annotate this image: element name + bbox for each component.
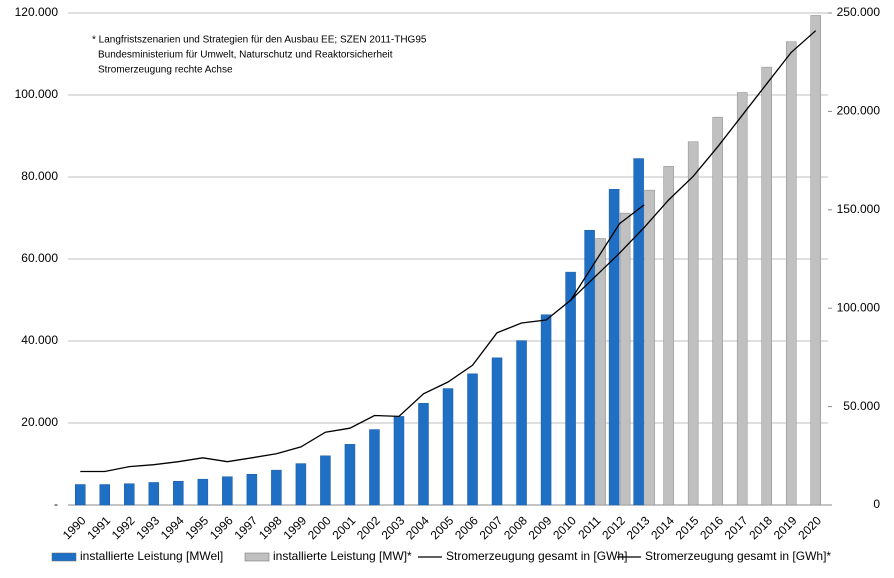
- x-tick-label: 2006: [452, 513, 481, 542]
- bar: [810, 15, 821, 506]
- bar: [222, 476, 233, 506]
- x-tick-label: 2010: [550, 513, 579, 542]
- bar: [584, 230, 595, 506]
- y2-tick-label: 200.000: [837, 104, 881, 118]
- x-tick-label: 2014: [648, 513, 677, 542]
- bar: [344, 444, 356, 506]
- x-tick-label: 1994: [158, 513, 187, 542]
- x-tick-label: 1996: [207, 513, 236, 542]
- annotation: * Langfristszenarien und Strategien für …: [92, 35, 427, 76]
- x-tick-label: 1991: [84, 513, 113, 542]
- bar: [393, 416, 405, 506]
- x-tick-label: 2005: [428, 513, 457, 542]
- bar: [467, 373, 478, 506]
- x-tick-label: 1999: [280, 513, 309, 542]
- annotation-line: Bundesministerium für Umwelt, Naturschut…: [98, 50, 393, 61]
- bar: [595, 238, 606, 506]
- bar: [516, 340, 527, 506]
- y-tick-label: 60.000: [21, 251, 58, 265]
- legend-label: installierte Leistung [MWel]: [80, 549, 223, 563]
- x-tick-label: 2011: [575, 513, 603, 541]
- legend-label: installierte Leistung [MW]*: [273, 549, 412, 563]
- x-tick-label: 1993: [133, 513, 162, 542]
- line: [570, 30, 817, 301]
- legend-label: Stromerzeugung gesamt in [GWh]*: [645, 549, 831, 563]
- bar: [320, 455, 331, 506]
- bar: [619, 212, 631, 506]
- bar: [246, 474, 258, 506]
- bar: [644, 189, 655, 506]
- legend-swatch: [51, 552, 77, 562]
- y2-tick-label: 100.000: [837, 300, 881, 314]
- x-tick-label: 2017: [722, 513, 751, 542]
- x-tick-label: 1995: [182, 513, 211, 542]
- x-tick-label: 2019: [771, 513, 800, 542]
- bar: [369, 429, 380, 506]
- y2-tick-label: 50.000: [843, 399, 880, 413]
- y2-tick-label: 250.000: [837, 5, 881, 19]
- bar: [687, 141, 699, 506]
- bar: [271, 469, 282, 506]
- bar: [565, 271, 576, 506]
- annotation-line: * Langfristszenarien und Strategien für …: [92, 35, 427, 46]
- bar: [124, 483, 135, 506]
- x-tick-label: 2013: [624, 513, 653, 542]
- y-tick-label: -: [54, 497, 58, 511]
- bar: [633, 158, 644, 506]
- bar: [148, 482, 160, 506]
- bar: [540, 314, 552, 506]
- x-tick-label: 1997: [231, 513, 260, 542]
- y-tick-label: 20.000: [21, 415, 58, 429]
- legend-swatch: [244, 552, 270, 562]
- x-tick-label: 1992: [109, 513, 138, 542]
- bar: [418, 403, 429, 506]
- bar: [761, 66, 772, 506]
- bar: [736, 92, 748, 506]
- x-tick-label: 2000: [305, 513, 334, 542]
- x-tick-label: 2012: [599, 513, 628, 542]
- x-tick-label: 2015: [673, 513, 702, 542]
- bar: [173, 480, 184, 506]
- x-tick-label: 2018: [746, 513, 775, 542]
- y-tick-label: 120.000: [15, 5, 59, 19]
- bar: [785, 41, 797, 506]
- bar: [99, 484, 111, 506]
- bar: [712, 116, 723, 506]
- x-tick-label: 1990: [60, 513, 89, 542]
- x-tick-label: 1998: [256, 513, 285, 542]
- bar: [663, 166, 674, 506]
- bar: [197, 478, 209, 506]
- bar: [608, 189, 620, 506]
- x-tick-label: 2001: [330, 513, 359, 542]
- annotation-line: Stromerzeugung rechte Achse: [98, 65, 233, 76]
- x-tick-label: 2007: [477, 513, 506, 542]
- x-tick-label: 2020: [795, 513, 824, 542]
- x-tick-label: 2009: [526, 513, 555, 542]
- bar: [75, 484, 86, 506]
- y-tick-label: 40.000: [21, 333, 58, 347]
- x-tick-label: 2016: [697, 513, 726, 542]
- x-tick-label: 2008: [501, 513, 530, 542]
- y2-tick-label: 0: [873, 497, 880, 511]
- y-tick-label: 100.000: [15, 87, 59, 101]
- y-tick-label: 80.000: [21, 169, 58, 183]
- x-tick-label: 2002: [354, 513, 383, 542]
- legend-label: Stromerzeugung gesamt in [GWh]: [446, 549, 627, 563]
- x-tick-label: 2003: [379, 513, 408, 542]
- bar: [295, 463, 307, 506]
- bar: [442, 388, 454, 506]
- y2-tick-label: 150.000: [837, 202, 881, 216]
- x-tick-label: 2004: [403, 513, 432, 542]
- line: [80, 204, 645, 473]
- bar: [491, 357, 503, 506]
